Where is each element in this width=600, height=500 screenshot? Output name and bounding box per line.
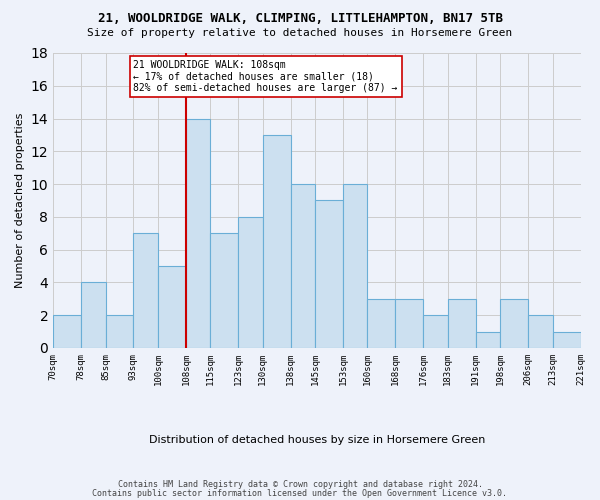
Bar (500, 298, 528, 348)
Bar (343, 184, 367, 348)
Bar (81, 282, 106, 348)
Bar (424, 315, 448, 348)
Bar (238, 217, 263, 348)
Bar (186, 118, 211, 348)
Bar (133, 233, 158, 348)
Bar (448, 298, 476, 348)
X-axis label: Distribution of detached houses by size in Horsemere Green: Distribution of detached houses by size … (149, 435, 485, 445)
Bar (528, 315, 553, 348)
Bar (211, 233, 238, 348)
Bar (263, 135, 290, 348)
Bar (476, 332, 500, 348)
Text: 21, WOOLDRIDGE WALK, CLIMPING, LITTLEHAMPTON, BN17 5TB: 21, WOOLDRIDGE WALK, CLIMPING, LITTLEHAM… (97, 12, 503, 26)
Text: Contains public sector information licensed under the Open Government Licence v3: Contains public sector information licen… (92, 488, 508, 498)
Bar (106, 315, 133, 348)
Bar (53, 315, 81, 348)
Bar (315, 200, 343, 348)
Bar (290, 184, 315, 348)
Text: Size of property relative to detached houses in Horsemere Green: Size of property relative to detached ho… (88, 28, 512, 38)
Text: 21 WOOLDRIDGE WALK: 108sqm
← 17% of detached houses are smaller (18)
82% of semi: 21 WOOLDRIDGE WALK: 108sqm ← 17% of deta… (133, 60, 398, 93)
Bar (158, 266, 186, 348)
Bar (553, 332, 581, 348)
Y-axis label: Number of detached properties: Number of detached properties (15, 113, 25, 288)
Bar (367, 298, 395, 348)
Text: Contains HM Land Registry data © Crown copyright and database right 2024.: Contains HM Land Registry data © Crown c… (118, 480, 482, 489)
Bar (395, 298, 424, 348)
